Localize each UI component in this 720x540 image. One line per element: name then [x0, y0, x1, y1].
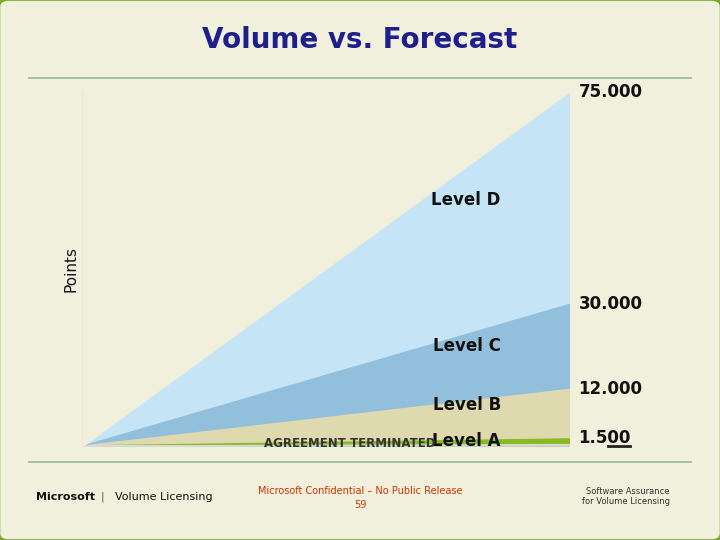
Text: 12.000: 12.000	[579, 380, 642, 398]
Y-axis label: Points: Points	[63, 246, 78, 292]
Text: Microsoft: Microsoft	[36, 492, 95, 502]
Text: Volume vs. Forecast: Volume vs. Forecast	[202, 26, 518, 55]
Text: Level B: Level B	[433, 396, 501, 414]
Text: 1.500: 1.500	[579, 429, 631, 448]
Text: 75.000: 75.000	[579, 83, 642, 101]
Text: |: |	[101, 491, 104, 502]
Text: 59: 59	[354, 500, 366, 510]
Text: Level D: Level D	[431, 191, 501, 210]
Text: Software Assurance
for Volume Licensing: Software Assurance for Volume Licensing	[582, 487, 670, 507]
Text: Level C: Level C	[433, 338, 501, 355]
Text: 30.000: 30.000	[579, 295, 642, 313]
Text: AGREEMENT TERMINATED: AGREEMENT TERMINATED	[264, 437, 436, 450]
Text: Volume Licensing: Volume Licensing	[115, 492, 213, 502]
Text: Level A: Level A	[432, 432, 501, 450]
Text: Microsoft Confidential – No Public Release: Microsoft Confidential – No Public Relea…	[258, 487, 462, 496]
